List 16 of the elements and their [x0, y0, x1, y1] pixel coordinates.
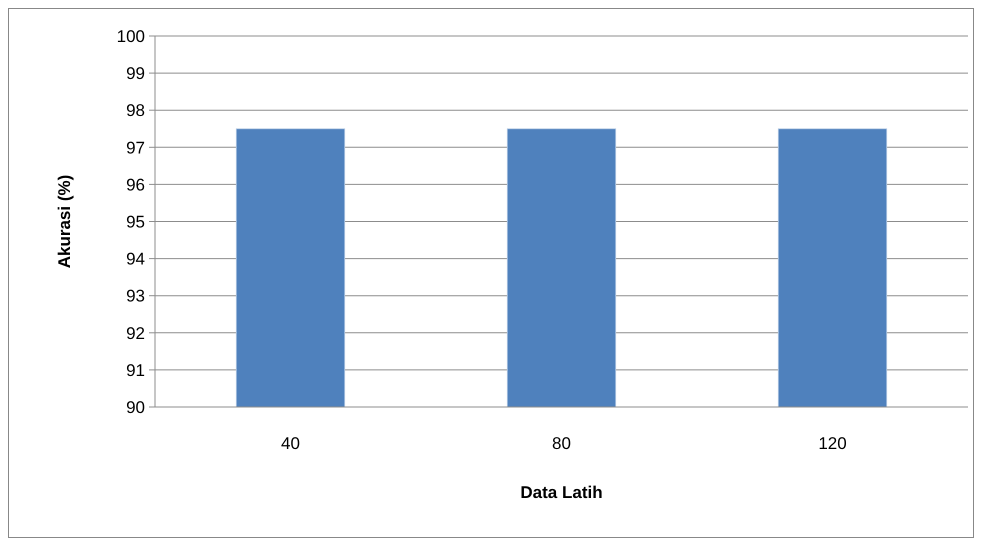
x-tick-label: 80: [552, 434, 571, 453]
x-axis-title: Data Latih: [520, 483, 603, 502]
y-tick-label: 99: [126, 64, 145, 84]
y-axis-title: Akurasi (%): [55, 174, 74, 268]
y-tick-label: 98: [126, 101, 145, 120]
x-tick-label: 120: [818, 434, 847, 453]
y-tick-label: 96: [126, 175, 145, 194]
y-tick-label: 100: [116, 26, 145, 46]
y-tick-label: 97: [126, 138, 145, 158]
y-tick-label: 95: [126, 212, 145, 232]
y-tick-label: 90: [126, 398, 145, 417]
y-tick-label: 93: [126, 286, 145, 306]
x-tick-label: 40: [281, 434, 300, 453]
y-tick-label: 92: [126, 324, 145, 343]
y-tick-label: 94: [126, 250, 145, 269]
y-tick-label: 91: [126, 360, 145, 380]
